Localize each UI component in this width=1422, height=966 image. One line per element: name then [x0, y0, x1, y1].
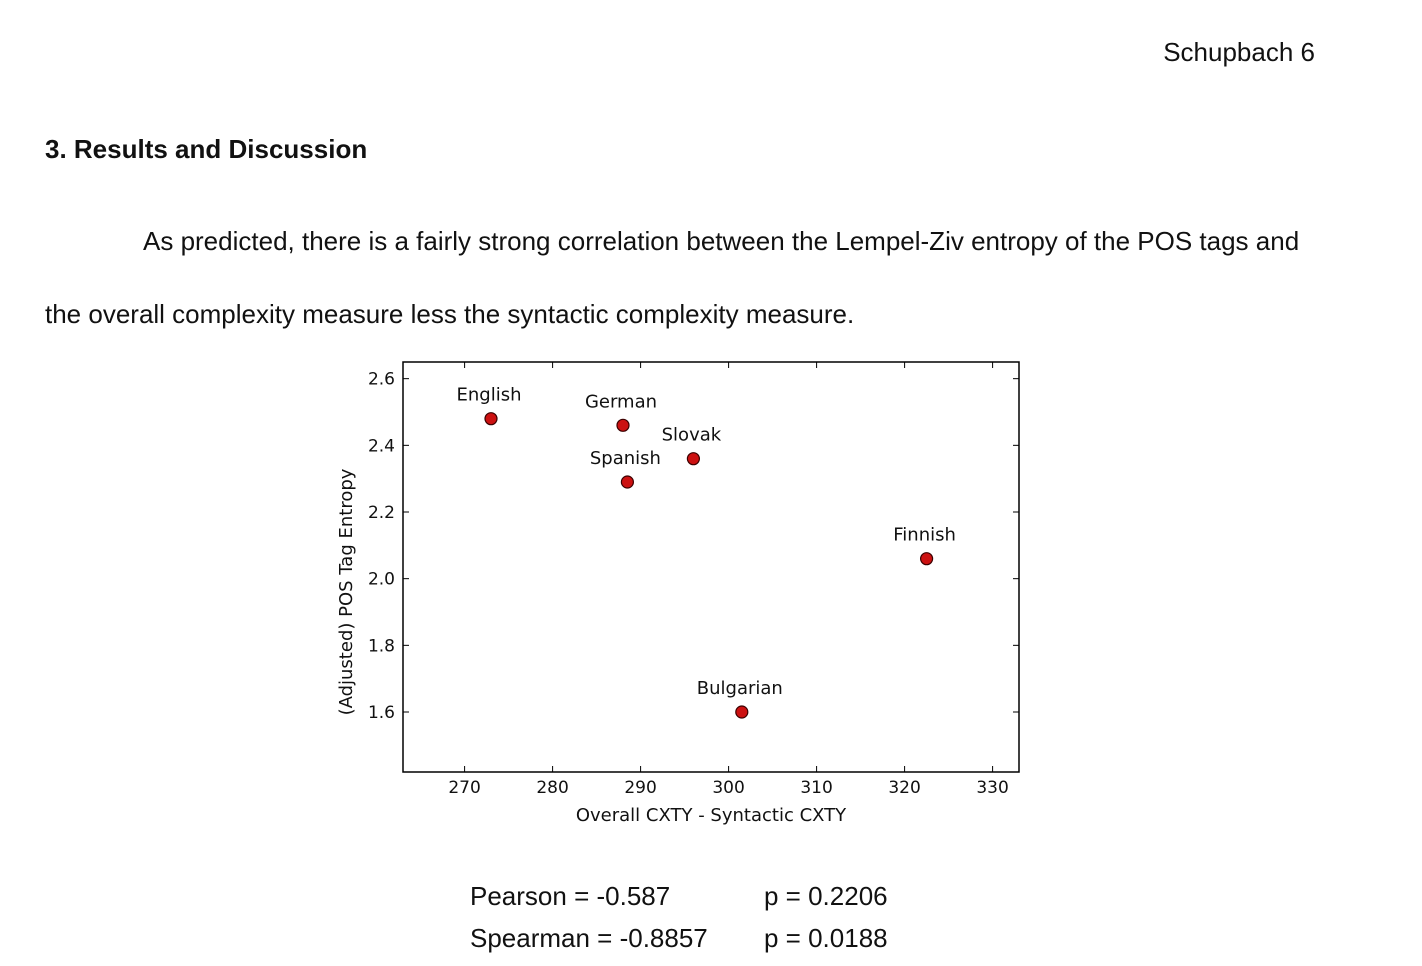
spearman-value: Spearman = -0.8857 [470, 923, 708, 953]
spearman-row: Spearman = -0.8857 p = 0.0188 [470, 917, 888, 959]
point-label: German [585, 391, 657, 412]
data-point [686, 452, 700, 466]
pearson-row: Pearson = -0.587 p = 0.2206 [470, 875, 888, 917]
section-heading: 3. Results and Discussion [45, 134, 368, 164]
y-tick-label: 2.4 [368, 436, 395, 456]
data-point [484, 412, 498, 426]
data-point [919, 552, 934, 566]
x-tick-label: 280 [536, 778, 568, 798]
y-tick-label: 2.6 [368, 370, 395, 390]
x-tick-label: 330 [976, 778, 1008, 798]
data-point [620, 475, 634, 489]
point-label: English [457, 385, 522, 406]
scatter-chart: 270 280 290 300 310 320 330 1.6 1.8 2.0 2.2 2.4 2.6 O… [336, 361, 1020, 826]
y-axis-label: (Adjusted) POS Tag Entropy [336, 468, 357, 715]
correlation-stats: Pearson = -0.587 p = 0.2206 Spearman = -… [470, 875, 888, 959]
x-tick-label: 270 [448, 778, 480, 798]
y-tick-label: 1.8 [368, 636, 395, 656]
point-label: Spanish [590, 448, 661, 469]
point-label: Bulgarian [697, 678, 783, 699]
pearson-p-value: p = 0.2206 [764, 881, 888, 911]
data-point [735, 705, 749, 719]
x-tick-label: 290 [624, 778, 656, 798]
x-tick-label: 310 [800, 778, 832, 798]
point-label: Slovak [662, 425, 722, 446]
paragraph-text: As predicted, there is a fairly strong c… [45, 226, 1300, 329]
x-axis-label: Overall CXTY - Syntactic CXTY [576, 805, 847, 826]
page-header: Schupbach 6 [1163, 37, 1315, 67]
data-point [616, 418, 630, 432]
body-paragraph: As predicted, there is a fairly strong c… [45, 205, 1310, 351]
y-tick-label: 1.6 [368, 703, 395, 723]
spearman-p-value: p = 0.0188 [764, 923, 888, 953]
point-label: Finnish [893, 525, 956, 546]
y-tick-label: 2.2 [368, 503, 395, 523]
pearson-value: Pearson = -0.587 [470, 881, 671, 911]
x-tick-label: 300 [712, 778, 744, 798]
plot-frame [402, 361, 1020, 773]
y-tick-label: 2.0 [368, 570, 395, 590]
x-tick-label: 320 [888, 778, 920, 798]
